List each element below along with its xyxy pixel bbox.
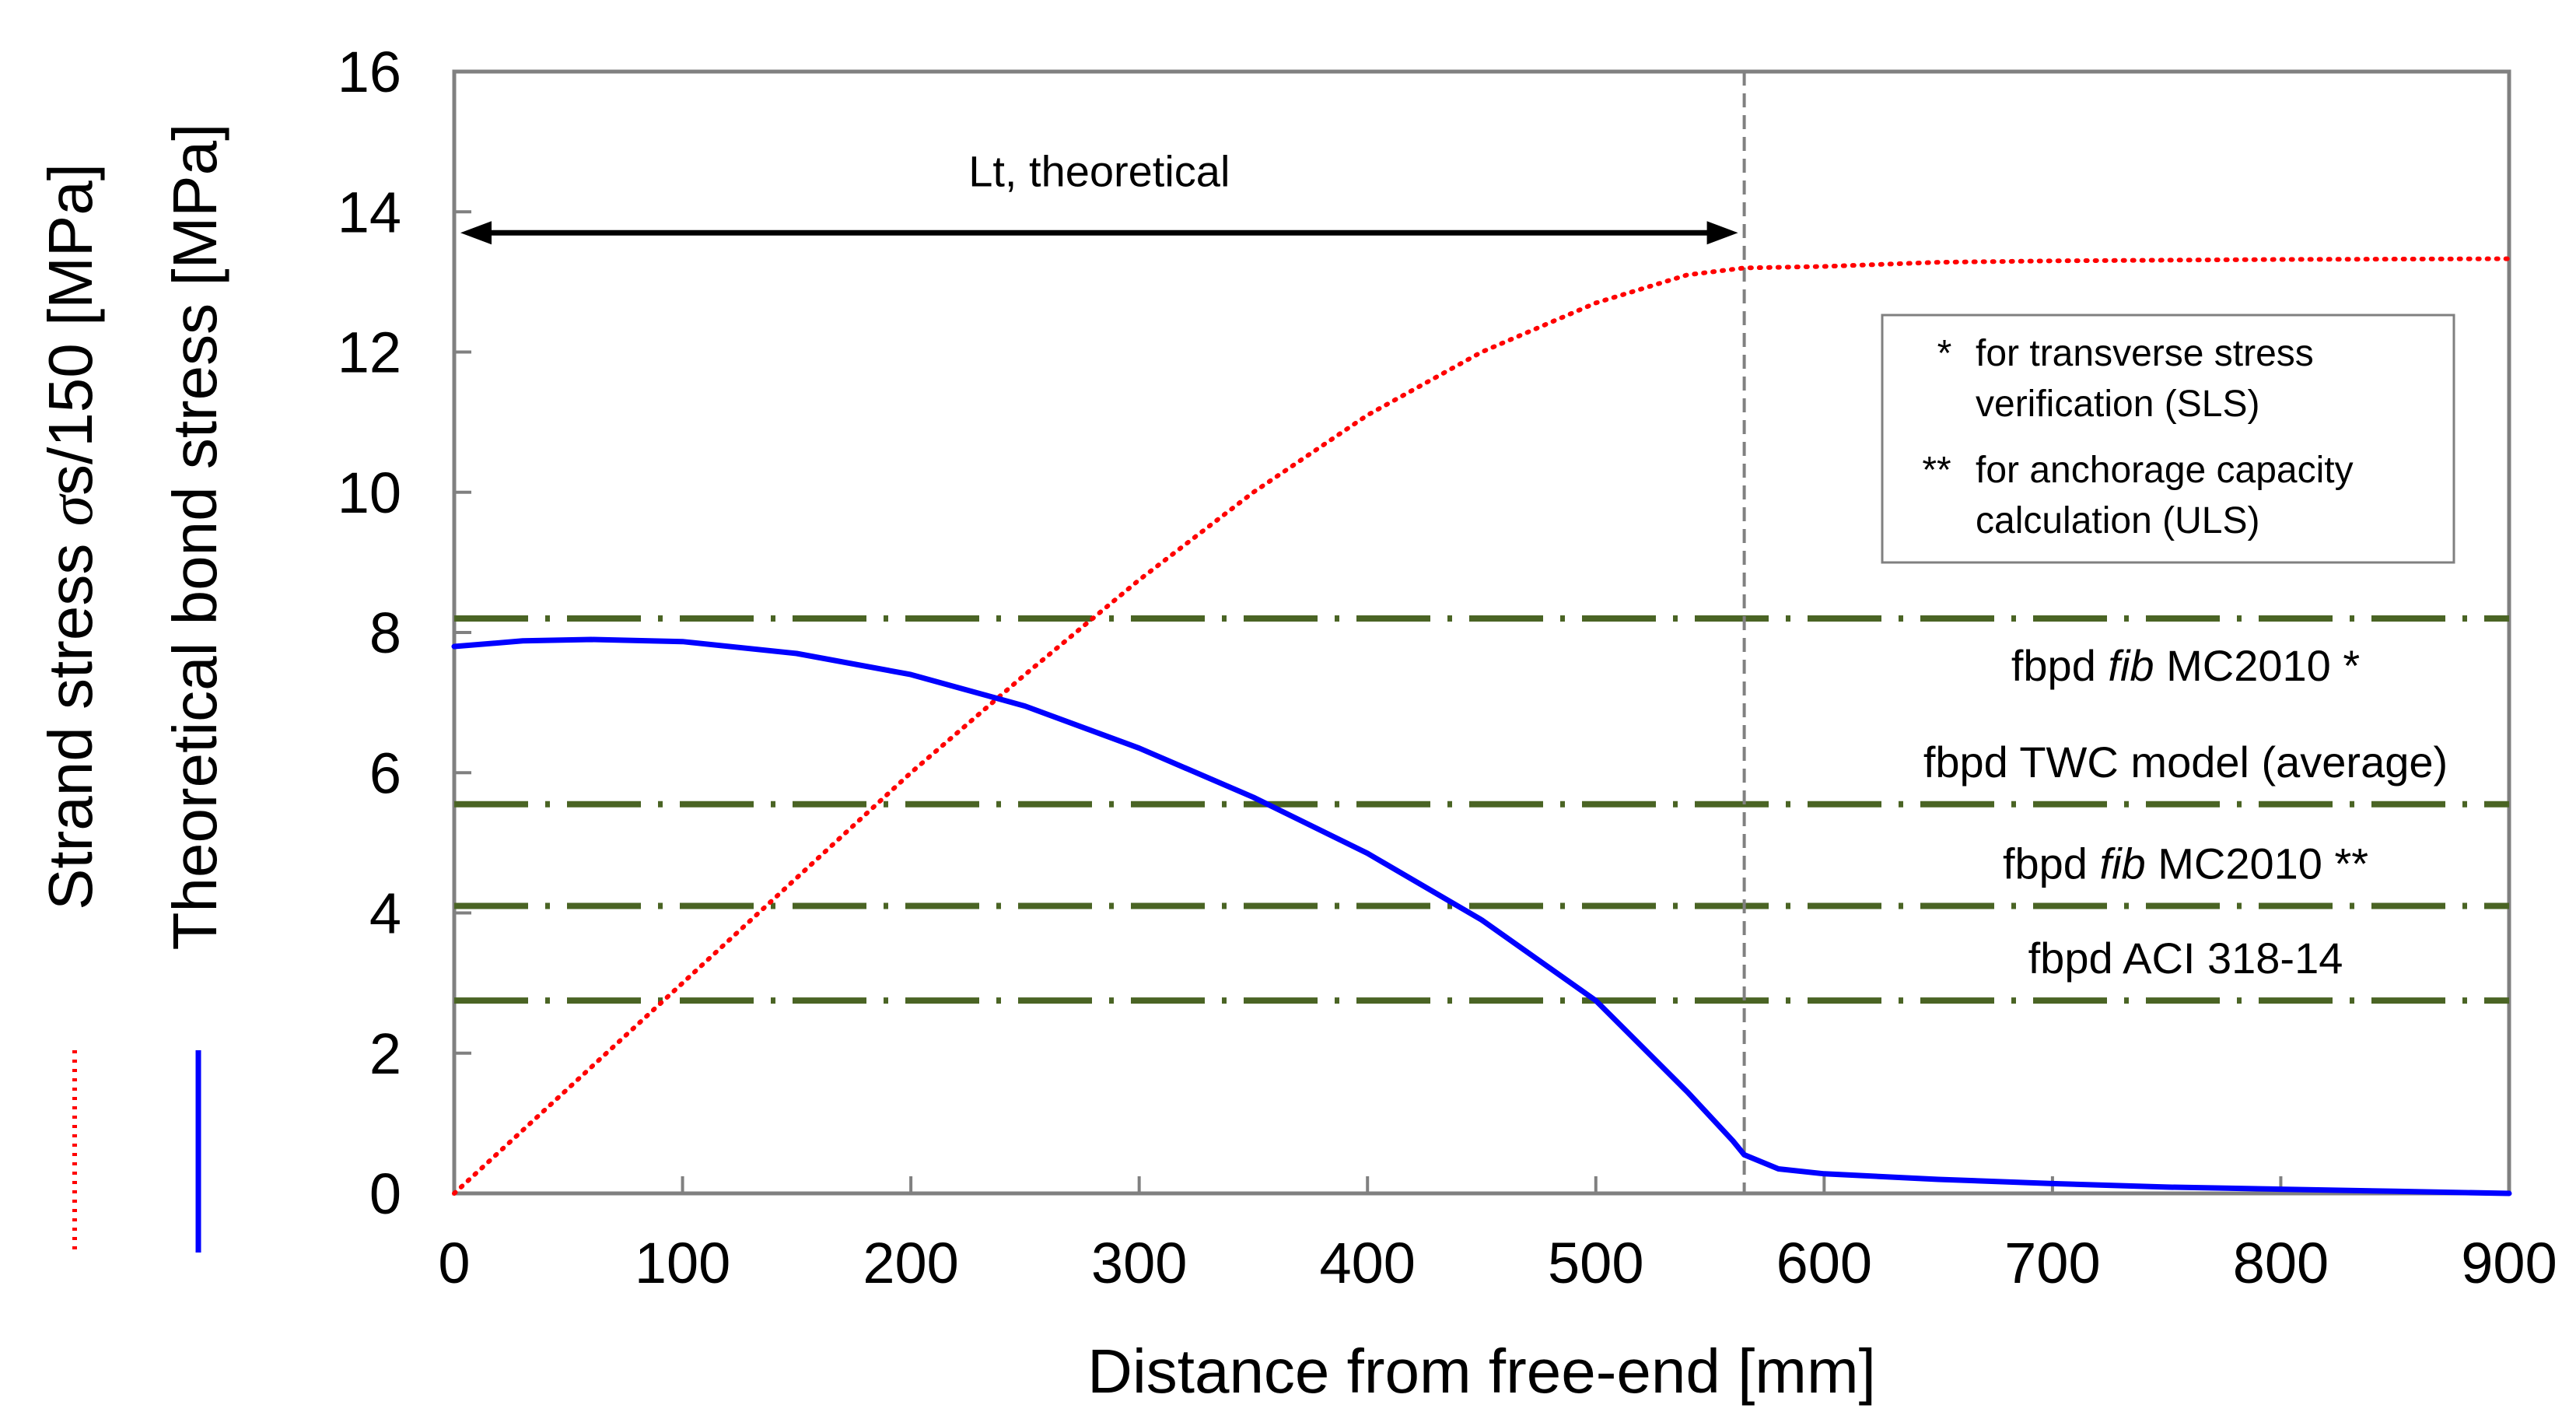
x-tick-label: 0: [438, 1231, 470, 1295]
reference-line-label: fbpd fib MC2010 **: [2003, 839, 2368, 888]
y-axis-title-bond-stress: Theoretical bond stress [MPa]: [160, 124, 229, 951]
x-tick-label: 700: [2004, 1231, 2100, 1295]
y-tick-label: 10: [338, 461, 401, 525]
lt-arrow-right: [1706, 221, 1738, 245]
x-tick-label: 400: [1319, 1231, 1415, 1295]
legend-frame: [1881, 314, 2455, 564]
x-axis-title: Distance from free-end [mm]: [1087, 1337, 1876, 1406]
y-tick-label: 6: [369, 741, 401, 805]
legend-box: * for transverse stress verification (SL…: [1881, 314, 2455, 564]
plot-frame: [452, 69, 2511, 1196]
x-tick-label: 100: [635, 1231, 730, 1295]
y-tick-label: 16: [338, 40, 401, 104]
y-tick-label: 2: [369, 1021, 401, 1086]
x-tick-label: 900: [2461, 1231, 2557, 1295]
y-tick-label: 14: [338, 180, 401, 244]
lt-span-label: Lt, theoretical: [968, 146, 1230, 195]
x-axis-ticks: 0 100 200 300 400 500 600 700 800 900: [438, 1176, 2557, 1295]
x-tick-label: 500: [1548, 1231, 1643, 1295]
reference-line-label: fbpd ACI 318-14: [2028, 934, 2343, 983]
data-series: [451, 256, 2512, 1197]
reference-lines: fbpd fib MC2010 * fbpd TWC model (average…: [454, 615, 2509, 1004]
legend-row1-line1: for transverse stress: [1976, 333, 2314, 374]
reference-line-label: fbpd TWC model (average): [1923, 738, 2448, 787]
y-axis-title-strand-stress: Strand stress σs/150 [MPa]: [36, 163, 106, 910]
series-bond-stress-line: [451, 636, 2512, 1197]
y-tick-label: 4: [369, 881, 401, 946]
x-tick-label: 300: [1091, 1231, 1187, 1295]
legend-row2-line2: calculation (ULS): [1976, 500, 2259, 541]
y-axis-ticks: 0 2 4 6 8 10 12 14 16: [338, 40, 471, 1226]
legend-marker-single-star: *: [1937, 333, 1952, 374]
x-tick-label: 600: [1776, 1231, 1872, 1295]
y-tick-label: 0: [369, 1161, 401, 1226]
series-strand-stress-line: [452, 256, 2511, 1196]
y-tick-label: 8: [369, 601, 401, 665]
legend-row2-line1: for anchorage capacity: [1976, 450, 2354, 491]
y-tick-label: 12: [338, 321, 401, 385]
lt-arrow-left: [460, 221, 492, 245]
reference-line-label: fbpd fib MC2010 *: [2011, 641, 2360, 690]
legend-marker-double-star: **: [1922, 450, 1951, 491]
x-tick-label: 200: [863, 1231, 958, 1295]
legend-row1-line2: verification (SLS): [1976, 384, 2259, 425]
x-tick-label: 800: [2233, 1231, 2329, 1295]
lt-span-annotation: Lt, theoretical: [460, 146, 1738, 245]
